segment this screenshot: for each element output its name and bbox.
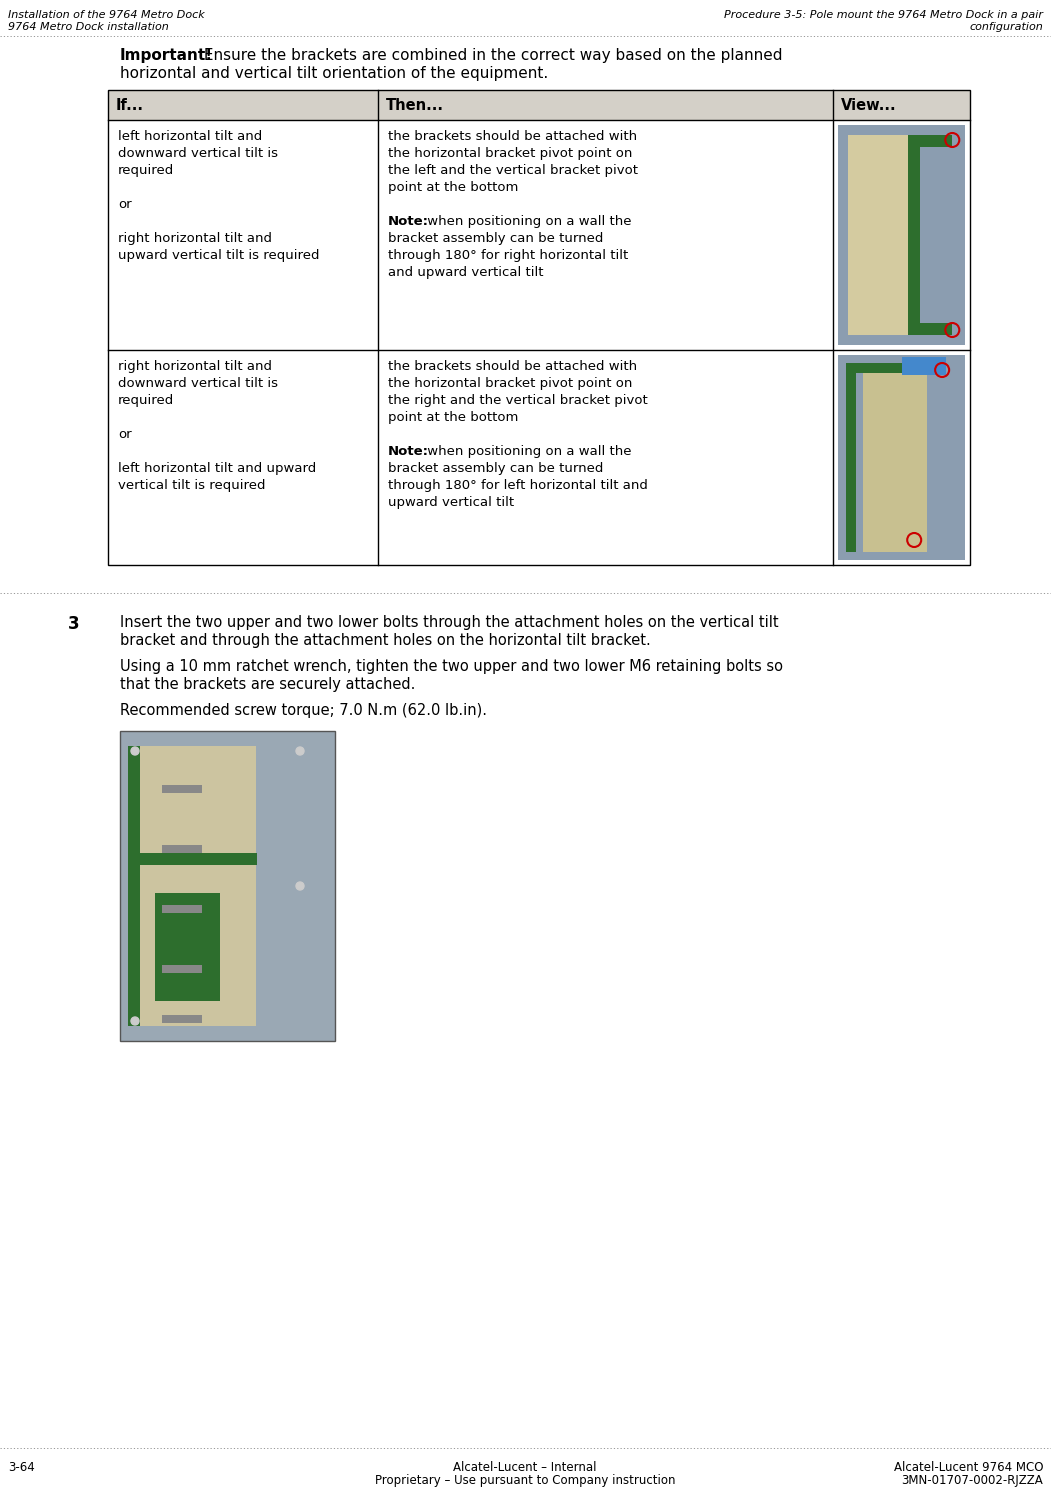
- Bar: [908, 135, 952, 147]
- Text: Alcatel-Lucent 9764 MCO: Alcatel-Lucent 9764 MCO: [893, 1462, 1043, 1474]
- Text: Proprietary – Use pursuant to Company instruction: Proprietary – Use pursuant to Company in…: [375, 1474, 675, 1487]
- Text: the horizontal bracket pivot point on: the horizontal bracket pivot point on: [388, 147, 633, 161]
- Text: required: required: [118, 164, 174, 177]
- Bar: [848, 135, 918, 335]
- Bar: [863, 363, 927, 552]
- Text: 3MN-01707-0002-RJZZA: 3MN-01707-0002-RJZZA: [902, 1474, 1043, 1487]
- Bar: [162, 1016, 202, 1023]
- Bar: [846, 363, 922, 373]
- Text: that the brackets are securely attached.: that the brackets are securely attached.: [120, 677, 415, 691]
- Text: Installation of the 9764 Metro Dock: Installation of the 9764 Metro Dock: [8, 10, 205, 19]
- Bar: [838, 355, 965, 561]
- Text: left horizontal tilt and: left horizontal tilt and: [118, 129, 263, 143]
- Text: bracket assembly can be turned: bracket assembly can be turned: [388, 232, 603, 245]
- Text: 9764 Metro Dock installation: 9764 Metro Dock installation: [8, 22, 169, 33]
- Bar: [162, 906, 202, 913]
- Bar: [162, 785, 202, 793]
- Bar: [108, 91, 970, 120]
- Text: Note:: Note:: [388, 445, 429, 458]
- Circle shape: [131, 1017, 139, 1025]
- Bar: [128, 746, 140, 1026]
- Bar: [128, 854, 257, 865]
- Bar: [162, 965, 202, 972]
- Bar: [908, 135, 920, 335]
- Text: 3-64: 3-64: [8, 1462, 35, 1474]
- Bar: [154, 892, 220, 1001]
- Bar: [138, 746, 256, 1026]
- Text: point at the bottom: point at the bottom: [388, 410, 518, 424]
- Text: Insert the two upper and two lower bolts through the attachment holes on the ver: Insert the two upper and two lower bolts…: [120, 616, 779, 630]
- Text: point at the bottom: point at the bottom: [388, 181, 518, 193]
- Text: Then...: Then...: [386, 98, 444, 113]
- Text: through 180° for right horizontal tilt: through 180° for right horizontal tilt: [388, 248, 628, 262]
- Text: the left and the vertical bracket pivot: the left and the vertical bracket pivot: [388, 164, 638, 177]
- Bar: [838, 125, 965, 345]
- Circle shape: [296, 882, 304, 891]
- Text: when positioning on a wall the: when positioning on a wall the: [423, 445, 632, 458]
- Text: horizontal and vertical tilt orientation of the equipment.: horizontal and vertical tilt orientation…: [120, 65, 549, 80]
- Text: Ensure the brackets are combined in the correct way based on the planned: Ensure the brackets are combined in the …: [199, 48, 783, 62]
- Text: bracket and through the attachment holes on the horizontal tilt bracket.: bracket and through the attachment holes…: [120, 633, 651, 648]
- Text: and upward vertical tilt: and upward vertical tilt: [388, 266, 543, 280]
- Text: Recommended screw torque; 7.0 N.m (62.0 lb.in).: Recommended screw torque; 7.0 N.m (62.0 …: [120, 703, 487, 718]
- Text: when positioning on a wall the: when positioning on a wall the: [423, 216, 632, 228]
- Bar: [108, 91, 970, 565]
- Bar: [846, 363, 856, 552]
- Text: left horizontal tilt and upward: left horizontal tilt and upward: [118, 462, 316, 474]
- Text: through 180° for left horizontal tilt and: through 180° for left horizontal tilt an…: [388, 479, 647, 492]
- Text: bracket assembly can be turned: bracket assembly can be turned: [388, 462, 603, 474]
- Text: vertical tilt is required: vertical tilt is required: [118, 479, 266, 492]
- Text: Note:: Note:: [388, 216, 429, 228]
- Text: right horizontal tilt and: right horizontal tilt and: [118, 360, 272, 373]
- Text: the brackets should be attached with: the brackets should be attached with: [388, 129, 637, 143]
- Text: the right and the vertical bracket pivot: the right and the vertical bracket pivot: [388, 394, 647, 407]
- Text: right horizontal tilt and: right horizontal tilt and: [118, 232, 272, 245]
- Text: the brackets should be attached with: the brackets should be attached with: [388, 360, 637, 373]
- Text: upward vertical tilt is required: upward vertical tilt is required: [118, 248, 320, 262]
- Text: Procedure 3-5: Pole mount the 9764 Metro Dock in a pair: Procedure 3-5: Pole mount the 9764 Metro…: [724, 10, 1043, 19]
- Text: or: or: [118, 198, 131, 211]
- Text: configuration: configuration: [969, 22, 1043, 33]
- Text: downward vertical tilt is: downward vertical tilt is: [118, 147, 279, 161]
- Text: Alcatel-Lucent – Internal: Alcatel-Lucent – Internal: [453, 1462, 597, 1474]
- Text: View...: View...: [841, 98, 897, 113]
- Circle shape: [296, 746, 304, 755]
- Circle shape: [131, 746, 139, 755]
- Text: upward vertical tilt: upward vertical tilt: [388, 497, 514, 509]
- Text: the horizontal bracket pivot point on: the horizontal bracket pivot point on: [388, 378, 633, 390]
- Bar: [902, 357, 946, 375]
- Bar: [120, 732, 335, 1041]
- Text: downward vertical tilt is: downward vertical tilt is: [118, 378, 279, 390]
- Text: 3: 3: [68, 616, 80, 633]
- Text: Important!: Important!: [120, 48, 213, 62]
- Text: If...: If...: [116, 98, 144, 113]
- Text: or: or: [118, 428, 131, 442]
- Bar: [162, 845, 202, 854]
- Text: required: required: [118, 394, 174, 407]
- Bar: [908, 323, 952, 335]
- Text: Using a 10 mm ratchet wrench, tighten the two upper and two lower M6 retaining b: Using a 10 mm ratchet wrench, tighten th…: [120, 659, 783, 674]
